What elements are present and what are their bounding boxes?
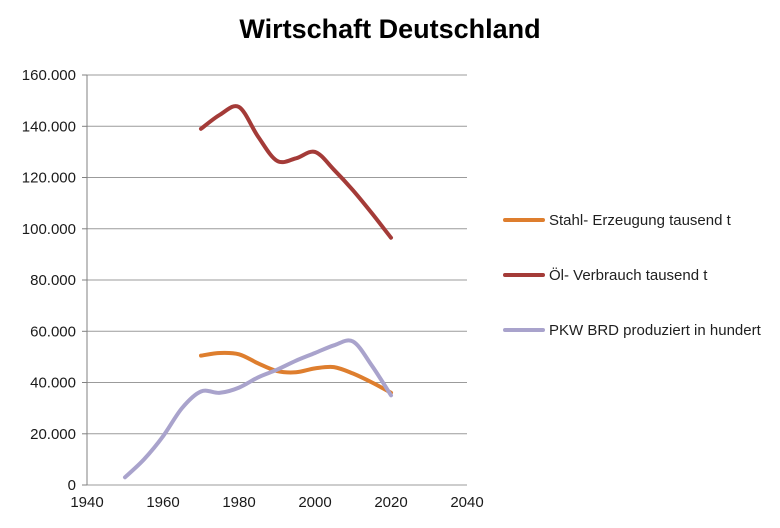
series-path-1 xyxy=(199,104,393,240)
y-tick-label: 120.000 xyxy=(22,170,76,187)
legend-item-stahl: Stahl- Erzeugung tausend t xyxy=(503,210,763,231)
legend-label-pkw: PKW BRD produziert in hundert xyxy=(549,322,761,339)
y-tick-label: 40.000 xyxy=(30,375,76,392)
x-tick-label: 1980 xyxy=(222,494,255,511)
legend-item-oel: Öl- Verbrauch tausend t xyxy=(503,265,763,286)
y-tick-label: 60.000 xyxy=(30,323,76,340)
y-tick-label: 100.000 xyxy=(22,221,76,238)
legend-item-pkw: PKW BRD produziert in hundert xyxy=(503,320,763,341)
y-tick-label: 80.000 xyxy=(30,272,76,289)
x-tick-label: 2020 xyxy=(374,494,407,511)
series-path-2 xyxy=(123,338,393,480)
legend: Stahl- Erzeugung tausend t Öl- Verbrauch… xyxy=(503,210,763,375)
legend-label-stahl: Stahl- Erzeugung tausend t xyxy=(549,212,731,229)
x-tick-label: 1960 xyxy=(146,494,179,511)
y-tick-label: 140.000 xyxy=(22,118,76,135)
x-tick-label: 2040 xyxy=(450,494,483,511)
y-tick-label: 160.000 xyxy=(22,67,76,84)
pkw-line-swatch xyxy=(503,328,545,332)
y-tick-label: 0 xyxy=(68,477,76,494)
legend-label-oel: Öl- Verbrauch tausend t xyxy=(549,267,708,284)
y-tick-label: 20.000 xyxy=(30,426,76,443)
stahl-line-swatch xyxy=(503,218,545,222)
series-path-0 xyxy=(199,350,393,395)
x-tick-label: 1940 xyxy=(70,494,103,511)
oel-line-swatch xyxy=(503,273,545,277)
chart-title: Wirtschaft Deutschland xyxy=(239,14,541,44)
x-tick-label: 2000 xyxy=(298,494,331,511)
